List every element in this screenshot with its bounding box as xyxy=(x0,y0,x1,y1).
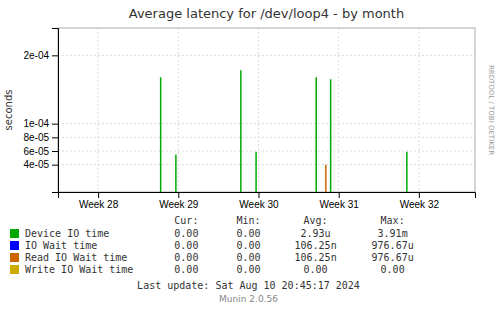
plot: Week 28 Week 29 Week 30 Week 31 Week 32 4e-05… xyxy=(23,28,475,210)
footer: Last update: Sat Aug 10 20:45:17 2024 xyxy=(137,280,360,291)
x-tick-label: Week 31 xyxy=(320,199,360,210)
legend-label: Write IO Wait time xyxy=(25,264,133,275)
x-tick-mark xyxy=(178,192,179,198)
legend-stat: 976.67u xyxy=(372,240,414,251)
y-tick: 4e-05 xyxy=(23,159,58,170)
spike xyxy=(315,77,317,192)
legend-stat: 0.00 xyxy=(236,264,260,275)
spike xyxy=(330,79,332,192)
y-tick-label: 6e-05 xyxy=(23,146,49,157)
watermark: RRDTOOL / TOBI OETIKER xyxy=(487,65,495,155)
x-tick: Week 28 xyxy=(79,192,119,210)
x-tick-mark xyxy=(339,192,340,198)
y-tick-label: 4e-05 xyxy=(23,159,49,170)
chart: Week 28 Week 29 Week 30 Week 31 Week 32 4e-05… xyxy=(0,0,497,311)
x-tick: Week 29 xyxy=(159,192,199,210)
y-tick: 2e-04 xyxy=(23,50,58,61)
legend-header: Cur: xyxy=(174,215,198,226)
grid-line-x xyxy=(98,28,99,192)
legend-label: IO Wait time xyxy=(25,240,97,251)
legend-swatch xyxy=(10,241,19,250)
legend-stat: 106.25n xyxy=(295,252,337,263)
grid-line-y xyxy=(58,164,475,165)
grid-line-y xyxy=(58,151,475,152)
grid-line-x xyxy=(338,28,339,192)
y-tick-label: 8e-05 xyxy=(23,132,49,143)
y-tick-mark xyxy=(52,124,58,125)
legend-stat: 0.00 xyxy=(174,240,198,251)
y-tick-mark xyxy=(52,165,58,166)
legend-stat: 0.00 xyxy=(236,228,260,239)
legend-stat: 0.00 xyxy=(236,240,260,251)
spike xyxy=(175,154,177,192)
legend-stat: 0.00 xyxy=(304,264,328,275)
legend-swatch xyxy=(10,229,19,238)
x-tick-label: Week 29 xyxy=(159,199,199,210)
legend-stat: 0.00 xyxy=(174,252,198,263)
legend-stat: 0.00 xyxy=(174,228,198,239)
y-tick: 8e-05 xyxy=(23,132,58,143)
x-tick: Week 32 xyxy=(400,192,440,210)
grid-line-x xyxy=(178,28,179,192)
legend-stat: 0.00 xyxy=(381,264,405,275)
legend-label: Device IO time xyxy=(25,228,109,239)
spike xyxy=(255,152,257,192)
spike xyxy=(325,165,327,192)
legend-stat: 3.91m xyxy=(378,228,408,239)
x-tick: Week 30 xyxy=(239,192,279,210)
legend-stat: 0.00 xyxy=(174,264,198,275)
legend-stat: 106.25n xyxy=(295,240,337,251)
title: Average latency for /dev/loop4 - by mont… xyxy=(129,6,404,21)
y-tick-mark xyxy=(52,137,58,138)
legend-label: Read IO Wait time xyxy=(25,252,127,263)
legend: Cur:Min:Avg:Max:Device IO time0.000.002.… xyxy=(10,215,414,275)
x-tick-label: Week 30 xyxy=(239,199,279,210)
y-axis-line xyxy=(52,29,59,193)
legend-header: Max: xyxy=(381,215,405,226)
grid-line-y xyxy=(58,123,475,124)
legend-stat: 976.67u xyxy=(372,252,414,263)
x-tick-label: Week 28 xyxy=(79,199,119,210)
x-tick-label: Week 32 xyxy=(400,199,440,210)
legend-stat: 0.00 xyxy=(236,252,260,263)
y-tick-mark xyxy=(52,55,58,56)
y-tick-label: 2e-04 xyxy=(23,50,49,61)
grid xyxy=(58,28,475,192)
legend-header: Avg: xyxy=(304,215,328,226)
marks xyxy=(161,70,407,192)
y-tick-label: 1e-04 xyxy=(23,118,49,129)
series xyxy=(325,165,326,192)
x-axis-line xyxy=(59,193,476,199)
grid-line-y xyxy=(58,137,475,138)
y-tick: 1e-04 xyxy=(23,118,58,129)
spike xyxy=(406,152,408,192)
series xyxy=(161,70,407,192)
y-axis: 4e-05 6e-05 8e-05 1e-04 2e-04 xyxy=(23,29,58,193)
spike xyxy=(240,70,242,192)
x-tick: Week 31 xyxy=(320,192,360,210)
plot-frame xyxy=(58,28,475,192)
grid-line-x xyxy=(258,28,259,192)
spike xyxy=(160,77,162,192)
legend-swatch xyxy=(10,253,19,262)
x-tick-mark xyxy=(98,192,99,198)
y-tick-mark xyxy=(52,151,58,152)
legend-stat: 2.93u xyxy=(301,228,331,239)
version-note: Munin 2.0.56 xyxy=(219,294,278,304)
legend-header: Min: xyxy=(236,215,260,226)
y-axis-title: seconds xyxy=(3,90,14,131)
x-tick-mark xyxy=(258,192,259,198)
legend-swatch xyxy=(10,265,19,274)
x-axis: Week 28 Week 29 Week 30 Week 31 Week 32 xyxy=(59,192,476,210)
x-tick-mark xyxy=(419,192,420,198)
grid-line-x xyxy=(418,28,419,192)
grid-line-y xyxy=(58,55,475,56)
y-tick: 6e-05 xyxy=(23,146,58,157)
